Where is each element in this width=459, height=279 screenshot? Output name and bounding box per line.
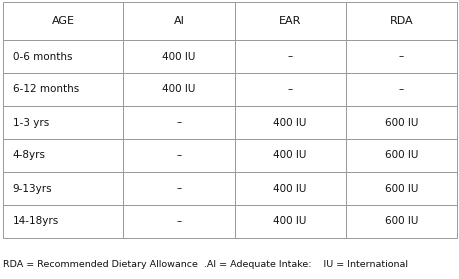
- Text: –: –: [176, 150, 181, 160]
- Text: 4-8yrs: 4-8yrs: [12, 150, 45, 160]
- Text: 400 IU: 400 IU: [162, 85, 195, 95]
- Text: 600 IU: 600 IU: [384, 150, 417, 160]
- Bar: [3, 139, 123, 172]
- Text: –: –: [176, 117, 181, 128]
- Text: 400 IU: 400 IU: [273, 184, 306, 194]
- Bar: [345, 139, 456, 172]
- Text: AGE: AGE: [51, 16, 74, 26]
- Bar: [3, 205, 123, 238]
- Text: 600 IU: 600 IU: [384, 217, 417, 227]
- Text: AI: AI: [173, 16, 184, 26]
- Bar: [345, 2, 456, 40]
- Bar: [123, 2, 234, 40]
- Bar: [123, 172, 234, 205]
- Text: 6-12 months: 6-12 months: [12, 85, 78, 95]
- Bar: [3, 2, 123, 40]
- Text: 0-6 months: 0-6 months: [12, 52, 72, 61]
- Text: –: –: [176, 184, 181, 194]
- Text: 400 IU: 400 IU: [273, 217, 306, 227]
- Bar: [234, 40, 345, 73]
- Bar: [123, 40, 234, 73]
- Bar: [123, 106, 234, 139]
- Text: 14-18yrs: 14-18yrs: [12, 217, 59, 227]
- Bar: [3, 40, 123, 73]
- Text: –: –: [176, 217, 181, 227]
- Bar: [345, 40, 456, 73]
- Bar: [234, 73, 345, 106]
- Text: –: –: [398, 85, 403, 95]
- Bar: [123, 139, 234, 172]
- Bar: [3, 106, 123, 139]
- Bar: [234, 106, 345, 139]
- Bar: [345, 106, 456, 139]
- Bar: [3, 73, 123, 106]
- Text: –: –: [287, 52, 292, 61]
- Text: RDA = Recommended Dietary Allowance  .AI = Adequate Intake:    IU = Internationa: RDA = Recommended Dietary Allowance .AI …: [3, 260, 407, 269]
- Text: –: –: [398, 52, 403, 61]
- Bar: [345, 172, 456, 205]
- Bar: [345, 73, 456, 106]
- Text: 9-13yrs: 9-13yrs: [12, 184, 52, 194]
- Bar: [3, 172, 123, 205]
- Text: 400 IU: 400 IU: [162, 52, 195, 61]
- Bar: [234, 139, 345, 172]
- Bar: [234, 172, 345, 205]
- Text: 600 IU: 600 IU: [384, 184, 417, 194]
- Bar: [345, 205, 456, 238]
- Text: RDA: RDA: [389, 16, 412, 26]
- Text: –: –: [287, 85, 292, 95]
- Text: 1-3 yrs: 1-3 yrs: [12, 117, 49, 128]
- Text: 400 IU: 400 IU: [273, 150, 306, 160]
- Text: 600 IU: 600 IU: [384, 117, 417, 128]
- Bar: [123, 73, 234, 106]
- Bar: [234, 2, 345, 40]
- Text: EAR: EAR: [278, 16, 301, 26]
- Text: 400 IU: 400 IU: [273, 117, 306, 128]
- Bar: [123, 205, 234, 238]
- Bar: [234, 205, 345, 238]
